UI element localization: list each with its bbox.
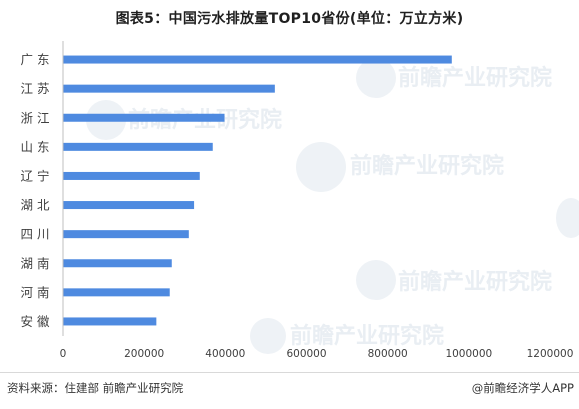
chart-title: 图表5：中国污水排放量TOP10省份(单位：万立方米): [115, 11, 464, 27]
x-tick-label: 200000: [124, 348, 164, 360]
category-label: 河 南: [21, 285, 50, 300]
category-label: 湖 北: [21, 198, 50, 213]
bar-8: [63, 288, 170, 297]
credit-note: @前瞻经济学人APP: [471, 381, 574, 395]
bar-9: [63, 317, 157, 326]
bar-5: [63, 201, 195, 210]
x-tick-label: 400000: [205, 348, 245, 360]
source-note: 资料来源：住建部 前瞻产业研究院: [7, 381, 184, 395]
category-label: 安 徽: [21, 314, 50, 329]
x-tick-label: 1200000: [527, 348, 574, 360]
bar-1: [63, 84, 275, 93]
category-label: 浙 江: [21, 110, 50, 125]
x-tick-label: 1000000: [445, 348, 492, 360]
category-label: 江 苏: [21, 81, 50, 96]
category-label: 四 川: [21, 227, 50, 242]
category-label: 辽 宁: [21, 168, 50, 183]
footer-divider: [0, 372, 579, 373]
x-tick-label: 800000: [368, 348, 408, 360]
bar-0: [63, 55, 452, 64]
category-label: 山 东: [21, 139, 50, 154]
bar-7: [63, 259, 172, 268]
x-tick-label: 600000: [286, 348, 326, 360]
bar-6: [63, 230, 189, 239]
bar-4: [63, 171, 200, 180]
x-tick-label: 0: [60, 348, 67, 360]
category-label: 广 东: [21, 52, 50, 67]
bar-3: [63, 142, 213, 151]
category-label: 湖 南: [21, 256, 50, 271]
bar-2: [63, 113, 225, 122]
